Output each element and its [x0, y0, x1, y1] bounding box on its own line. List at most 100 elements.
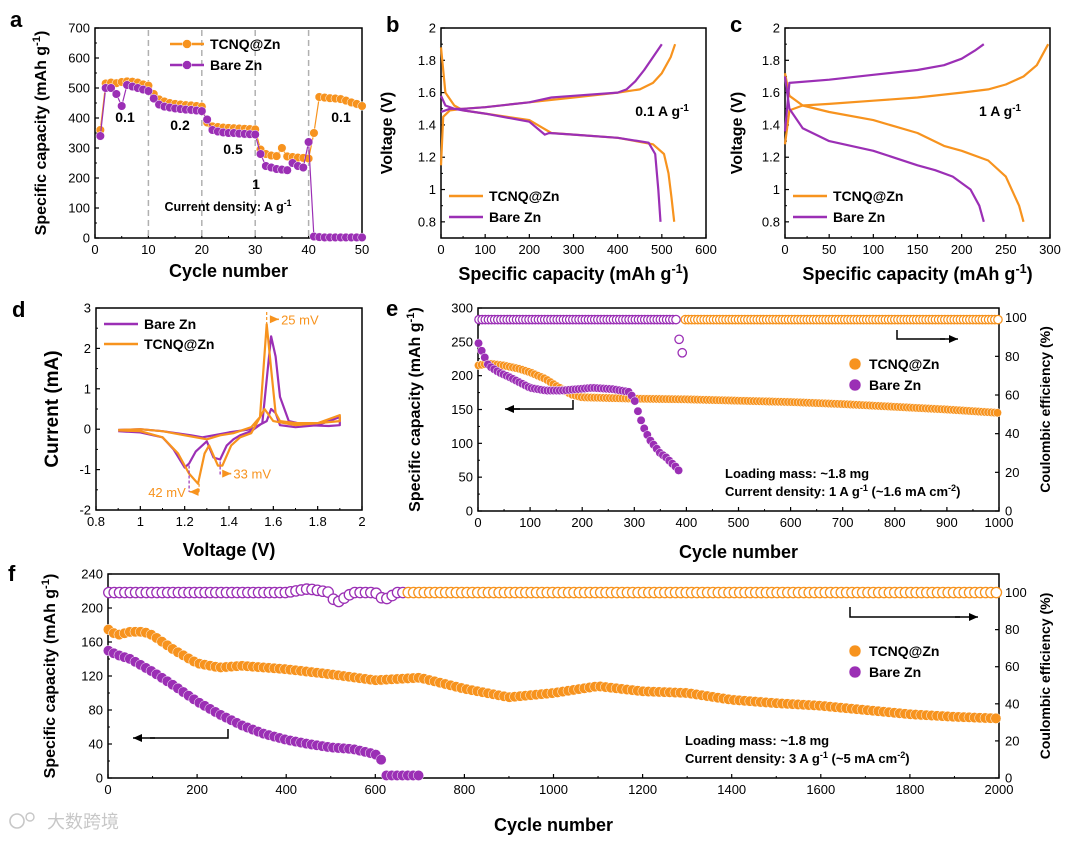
y-tick-label: -1 — [79, 462, 91, 477]
y-tick-label: 1.2 — [762, 150, 780, 165]
capacity-point-tcnq-zn — [990, 712, 1002, 724]
data-point — [255, 149, 266, 159]
capacity-axis-arrow-head — [133, 734, 155, 742]
x-tick-label: 1.6 — [264, 514, 282, 529]
legend-bare-zn-label: Bare Zn — [869, 664, 921, 680]
y-tick-label: 0 — [83, 231, 90, 246]
x-tick-label: 0 — [91, 242, 98, 257]
cv-tcnq-zn — [118, 323, 341, 485]
y-axis-title: Current (mA) — [42, 350, 63, 467]
panel-label: a — [10, 7, 23, 32]
shift-arrow-42mv — [189, 487, 200, 496]
panel-label: e — [386, 296, 398, 321]
y-tick-label: 120 — [81, 669, 103, 684]
x-tick-label: 800 — [884, 515, 906, 530]
data-point — [272, 151, 282, 161]
y-tick-label: 1.6 — [418, 85, 436, 100]
legend-tcnq-zn-label: TCNQ@Zn — [144, 336, 214, 352]
x-tick-label: 800 — [454, 782, 476, 797]
capacity-axis-arrow — [150, 729, 229, 739]
ce-axis-arrow — [896, 330, 945, 340]
capacity-axis-arrow-head-head — [505, 405, 514, 413]
legend-bare-zn-label: Bare Zn — [210, 57, 262, 73]
y-tick-label: 1.4 — [762, 117, 780, 132]
legend-bare-zn-label: Bare Zn — [869, 377, 921, 393]
current-density-label: Current density: 3 A g-1 (~5 mA cm-2) — [685, 750, 910, 766]
legend-tcnq-zn-label: TCNQ@Zn — [210, 36, 280, 52]
y-axis-title: Specific capacity (mAh g-1) — [40, 574, 59, 779]
y-tick-label: 500 — [68, 81, 90, 96]
x-tick-label: 0 — [437, 242, 444, 257]
legend-bare-zn-marker — [182, 60, 192, 70]
panel-label: b — [386, 12, 399, 37]
y-tick-label: 700 — [68, 21, 90, 36]
y-tick-label: 0 — [84, 422, 91, 437]
x-tick-label: 500 — [728, 515, 750, 530]
x-tick-label: 400 — [676, 515, 698, 530]
rate-label: 0.1 A g-1 — [635, 103, 689, 120]
y-axis-title: Voltage (V) — [379, 92, 396, 174]
y-tick-label: 150 — [451, 402, 473, 417]
x-tick-label: 500 — [651, 242, 673, 257]
rate-label: 0.1 — [331, 109, 351, 125]
x-axis-title: Voltage (V) — [183, 540, 276, 560]
y-tick-label: 2 — [429, 21, 436, 36]
data-point — [149, 93, 159, 104]
curve-tcnq-zn — [783, 43, 1050, 145]
y-tick-label: 400 — [68, 111, 90, 126]
y-axis-title: Specific capacity (mAh g-1) — [31, 31, 50, 236]
curve-tcnq-zn — [439, 43, 677, 166]
y-tick-label: 200 — [68, 171, 90, 186]
y2-axis-title: Coulombic efficiency (%) — [1037, 593, 1053, 759]
y-tick-label: 2 — [84, 341, 91, 356]
x-tick-label: 1400 — [717, 782, 746, 797]
y-tick-label: 1.8 — [762, 53, 780, 68]
y-tick-label: 300 — [451, 301, 473, 316]
watermark-logo-icon — [9, 813, 25, 829]
shift-arrow-33mv-head — [222, 469, 232, 478]
capacity-series — [102, 624, 1002, 781]
legend-tcnq-zn-marker — [848, 357, 862, 371]
legend-tcnq-zn-label: TCNQ@Zn — [869, 356, 939, 372]
shift-arrow-25mv-head — [269, 315, 279, 324]
ce-point-bare-zn — [674, 334, 684, 345]
legend-bare-zn-label: Bare Zn — [144, 316, 196, 332]
legend-tcnq-zn-marker — [848, 644, 862, 658]
y-tick-label: 1 — [84, 381, 91, 396]
legend-tcnq-zn-label: TCNQ@Zn — [833, 188, 903, 204]
y-tick-label: 2 — [773, 21, 780, 36]
x-tick-label: 400 — [607, 242, 629, 257]
ce-point-bare-zn — [671, 314, 681, 325]
y-tick-label: 250 — [451, 334, 473, 349]
x-tick-label: 1000 — [985, 515, 1014, 530]
legend-bare-zn-marker — [848, 378, 862, 392]
y-tick-label: 1.6 — [762, 85, 780, 100]
x-tick-label: 40 — [301, 242, 315, 257]
x-tick-label: 100 — [862, 242, 884, 257]
x-tick-label: 10 — [141, 242, 155, 257]
rate-label: 1 A g-1 — [979, 103, 1021, 120]
x-tick-label: 0.8 — [87, 514, 105, 529]
data-point — [298, 162, 308, 173]
x-tick-label: 400 — [275, 782, 297, 797]
x-tick-label: 50 — [355, 242, 369, 257]
capacity-point-bare-zn — [630, 396, 640, 406]
y-tick-label: 200 — [451, 368, 473, 383]
panel-label: d — [12, 297, 25, 322]
rate-label: 1 — [252, 176, 260, 192]
shift-arrow-33mv — [222, 469, 232, 478]
data-point — [304, 153, 314, 164]
data-point — [106, 83, 116, 93]
y2-axis-title: Coulombic efficiency (%) — [1037, 326, 1053, 492]
panel-e: 0 100 200 300 400 500 600 700 800 900 100005010015… — [386, 296, 1053, 562]
y-tick-label: 1 — [429, 182, 436, 197]
y-tick-label: 40 — [89, 737, 103, 752]
y2-tick-label: 100 — [1005, 310, 1027, 325]
curve-bare-zn — [783, 43, 985, 132]
rate-label: 0.1 — [115, 109, 135, 125]
x-tick-label: 1200 — [628, 782, 657, 797]
x-axis-title: Specific capacity (mAh g-1) — [458, 262, 688, 284]
panel-label: f — [8, 561, 16, 586]
y-tick-label: 600 — [68, 51, 90, 66]
y-tick-label: 1.4 — [418, 117, 436, 132]
